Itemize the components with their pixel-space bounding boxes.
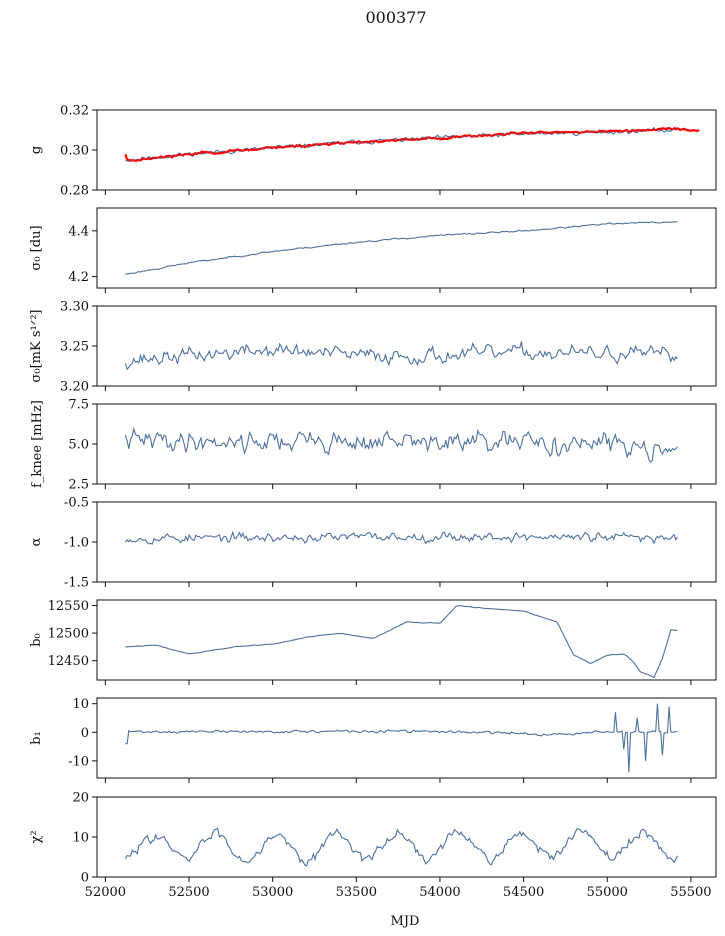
y-tick-label: 0.32 — [60, 104, 89, 119]
panel-alpha: α -1.5 -1.0 -0.5 — [29, 496, 717, 591]
y-tick-label: 0.30 — [60, 144, 89, 159]
x-tick-label: 55500 — [670, 885, 711, 900]
series-line-alpha — [124, 530, 678, 545]
axes-frame-sigma0 — [96, 207, 717, 289]
panels: g 0.28 0.30 0.32 σ₀ [du] 4.2 4.4 σ₀[mK s¹ᐟ²] 3.2… — [29, 104, 717, 900]
y-tick-label: 5.0 — [68, 438, 89, 453]
y-tick-label: 4.4 — [68, 224, 89, 239]
axes-frame-b0 — [96, 599, 717, 681]
y-axis-label-sigma0-mks: σ₀[mK s¹ᐟ²] — [29, 310, 44, 383]
y-axis-label-b0: b₀ — [29, 633, 44, 647]
y-tick-label: 20 — [72, 791, 89, 806]
y-tick-label: 3.25 — [60, 340, 89, 355]
y-axis-label-alpha: α — [29, 537, 44, 546]
series-line-sigma0 — [125, 221, 678, 275]
y-axis-label-fknee: f_knee [mHz] — [30, 400, 45, 488]
x-axis-label: MJD — [391, 914, 420, 929]
y-tick-label: -1.5 — [64, 576, 89, 591]
x-tick-label: 52000 — [85, 885, 126, 900]
x-tick-label: 54000 — [419, 885, 460, 900]
axes-frame-fknee — [96, 403, 717, 485]
y-tick-label: 7.5 — [68, 398, 89, 413]
y-tick-label: 4.2 — [68, 270, 89, 285]
series-line-sigma0-mks — [124, 341, 678, 371]
y-tick-label: 0 — [81, 726, 89, 741]
y-tick-label: 3.20 — [60, 380, 89, 395]
series-line-b1 — [125, 703, 678, 773]
x-tick-label: 52500 — [168, 885, 209, 900]
panel-sigma0-mks: σ₀[mK s¹ᐟ²] 3.20 3.25 3.30 — [29, 300, 717, 395]
y-axis-label-sigma0: σ₀ [du] — [29, 225, 44, 270]
panel-fknee: f_knee [mHz] 2.5 5.0 7.5 — [30, 398, 717, 493]
y-tick-label: 3.30 — [60, 300, 89, 315]
y-tick-label: -10 — [68, 754, 89, 769]
y-tick-label: -0.5 — [64, 496, 89, 511]
y-tick-label: 12550 — [48, 599, 89, 614]
y-tick-label: 2.5 — [68, 478, 89, 493]
y-tick-label: 12450 — [48, 654, 89, 669]
y-tick-label: 12500 — [48, 627, 89, 642]
y-tick-label: -1.0 — [64, 536, 89, 551]
x-tick-label: 53500 — [336, 885, 377, 900]
x-tick-label: 55000 — [587, 885, 628, 900]
axes-frame-chi2 — [96, 796, 717, 878]
x-tick-label: 54500 — [503, 885, 544, 900]
x-tick-label: 53000 — [252, 885, 293, 900]
y-tick-label: 0 — [81, 871, 89, 886]
series-line-chi2 — [124, 827, 678, 867]
axes-frame-g — [96, 109, 717, 191]
y-axis-label-chi2: χ² — [29, 830, 44, 843]
y-tick-label: 10 — [72, 831, 89, 846]
panel-chi2: χ² 0 10 20 52000 52500 53000 53500 54000 54500 550… — [29, 791, 717, 900]
panel-b0: b₀ 12450 12500 12550 — [29, 599, 717, 685]
series-line-g-top — [125, 127, 678, 162]
axes-frame-sigma0-mks — [96, 305, 717, 387]
panel-b1: b₁ -10 0 10 — [29, 697, 717, 783]
panel-g: g 0.28 0.30 0.32 — [29, 104, 717, 199]
y-axis-label-g: g — [29, 146, 44, 154]
y-axis-label-b1: b₁ — [29, 731, 44, 745]
series-line-b0 — [125, 605, 678, 678]
series-line-fknee — [124, 426, 678, 464]
axes-frame-b1 — [96, 697, 717, 779]
overlay-line-g — [124, 126, 700, 163]
axes-frame-alpha — [96, 501, 717, 583]
panel-sigma0: σ₀ [du] 4.2 4.4 — [29, 207, 717, 293]
y-tick-label: 0.28 — [60, 184, 89, 199]
y-tick-label: 10 — [72, 697, 89, 712]
figure-title: 000377 — [365, 8, 426, 27]
